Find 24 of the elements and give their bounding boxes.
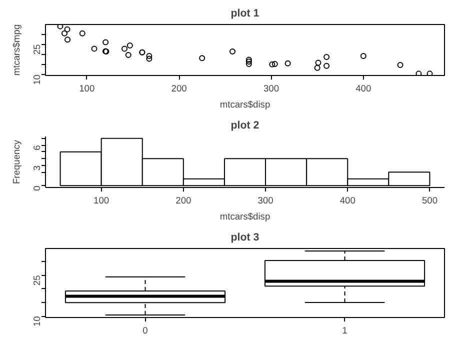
- y-tick-label: 3: [32, 165, 42, 171]
- y-axis-title: mtcars$mpg: [12, 24, 22, 76]
- x-tick-label: 100: [94, 196, 110, 206]
- x-tick-label: 400: [356, 84, 372, 94]
- chart-title: plot 1: [230, 8, 260, 20]
- y-tick-label: 25: [32, 275, 42, 286]
- x-tick-label: 200: [171, 84, 187, 94]
- x-tick-label: 300: [258, 196, 274, 206]
- chart-title: plot 3: [230, 232, 260, 244]
- x-axis-title: mtcars$disp: [220, 100, 270, 110]
- x-tick-label: 400: [340, 196, 356, 206]
- chart-title: plot 2: [230, 120, 260, 132]
- y-tick-label: 10: [32, 316, 42, 327]
- y-tick-label: 6: [32, 145, 42, 150]
- x-tick-label: 300: [263, 84, 280, 94]
- x-tick-label: 1: [342, 326, 348, 336]
- y-tick-label: 25: [32, 44, 42, 55]
- x-axis-title: mtcars$disp: [220, 212, 270, 222]
- y-tick-label: 10: [32, 74, 42, 85]
- x-tick-label: 500: [422, 196, 438, 206]
- x-tick-label: 200: [176, 196, 192, 206]
- x-tick-label: 100: [79, 84, 95, 94]
- y-tick-label: 0: [32, 186, 42, 191]
- y-axis-title: Frequency: [12, 140, 22, 184]
